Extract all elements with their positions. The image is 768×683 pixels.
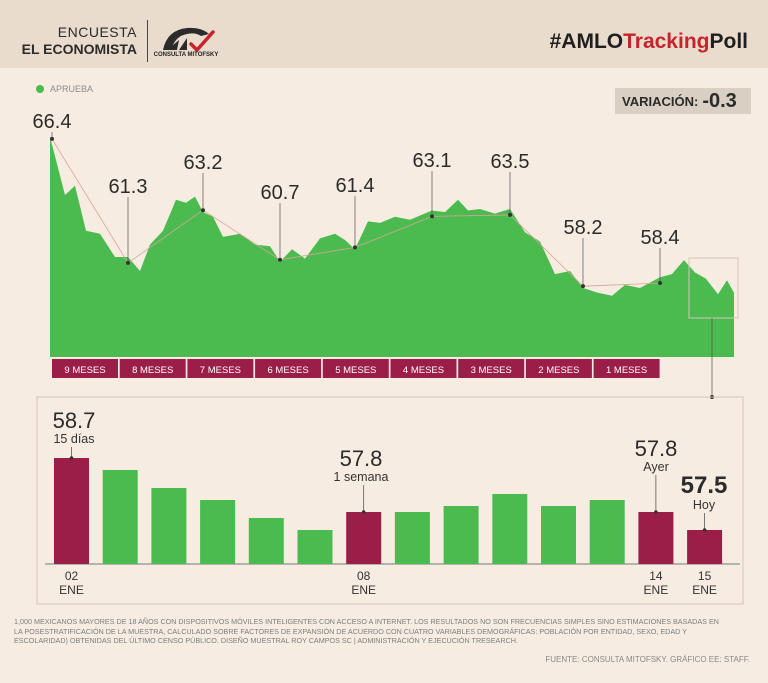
bar-note-label: Hoy: [693, 498, 716, 512]
period-band: [119, 359, 186, 378]
header-divider: [147, 20, 148, 62]
variacion-box: VARIACIÓN: -0.3: [615, 88, 751, 114]
period-label: 7 MESES: [200, 365, 241, 376]
zoom-box: [688, 257, 739, 319]
annotation-label: 63.2: [184, 152, 223, 174]
bar-note-label: 1 semana: [334, 470, 389, 484]
bar: [248, 518, 284, 564]
period-label: 5 MESES: [335, 365, 376, 376]
variacion-value: -0.3: [702, 90, 737, 112]
period-label: 2 MESES: [538, 365, 579, 376]
period-band: [593, 359, 660, 378]
annotation-label: 60.7: [261, 182, 300, 204]
annotation-point: [50, 136, 54, 141]
bar-note-label: Ayer: [643, 460, 668, 474]
bar-value-label: 57.8: [635, 436, 678, 461]
approval-area: [50, 136, 734, 357]
brand-line1: ENCUESTA: [57, 24, 137, 40]
x-tick-day: 02: [64, 569, 79, 583]
bar: [541, 506, 576, 564]
period-label: 9 MESES: [64, 365, 105, 376]
annotation-label: 63.1: [413, 150, 452, 172]
x-tick-month: ENE: [59, 583, 84, 597]
bar-label-point: [654, 510, 658, 514]
x-tick-month: ENE: [351, 583, 377, 597]
bar: [54, 458, 89, 564]
period-label: 3 MESES: [471, 365, 512, 376]
annotation-label: 63.5: [491, 151, 530, 173]
annotation-point: [278, 257, 282, 262]
footnote: 1,000 MEXICANOS MAYORES DE 18 AÑOS CON D…: [14, 617, 719, 645]
bar: [297, 530, 333, 564]
bar: [687, 530, 723, 564]
bar-label-point: [69, 456, 74, 460]
variacion-label: VARIACIÓN:: [622, 94, 699, 109]
annotation-point: [508, 212, 512, 217]
period-band: [52, 359, 118, 378]
x-tick-label: 02 ENE: [47, 569, 97, 597]
annotation-label: 61.4: [336, 175, 375, 197]
bar: [443, 506, 479, 564]
hashtag-suffix: Poll: [709, 30, 748, 53]
x-tick-label: 08 ENE: [339, 569, 389, 597]
bar-label-point: [361, 510, 366, 514]
period-label: 4 MESES: [403, 365, 444, 376]
bar: [638, 512, 674, 564]
bar-note-label: 15 días: [53, 432, 94, 446]
x-tick-label: 15 ENE: [680, 569, 730, 597]
legend-dot-icon: [36, 85, 44, 93]
bar: [346, 512, 382, 564]
bar: [492, 494, 528, 564]
chart-canvas: 66.4 61.3 63.2 60.7 61.4 63.1 63.5 58.2 58.4 9 ME…: [33, 111, 744, 605]
brand-line2: EL ECONOMISTA: [21, 41, 137, 57]
annotation-point: [126, 260, 130, 265]
period-label: 1 MESES: [606, 365, 647, 376]
bar: [151, 488, 187, 564]
period-band: [322, 359, 389, 378]
bar: [102, 470, 138, 564]
annotation-label: 58.2: [564, 217, 603, 239]
x-tick-day: 15: [697, 569, 712, 583]
bar-value-label: 57.8: [340, 446, 383, 471]
period-band: [458, 359, 525, 378]
header-bar: ENCUESTA EL ECONOMISTA CONSULTA MITOFSKY…: [0, 0, 768, 68]
hashtag-highlight: Tracking: [623, 30, 710, 53]
annotation-point: [658, 281, 662, 286]
bar: [200, 500, 236, 564]
period-label: 6 MESES: [268, 365, 309, 376]
source-note: FUENTE: CONSULTA MITOFSKY. GRÁFICO EE: S…: [545, 655, 750, 664]
x-tick-month: ENE: [643, 583, 669, 597]
logo-caption: CONSULTA MITOFSKY: [153, 52, 219, 58]
x-tick-day: 14: [649, 569, 663, 583]
period-label: 8 MESES: [132, 365, 173, 376]
x-tick-label: 14 ENE: [631, 569, 681, 597]
annotation-label: 66.4: [33, 111, 72, 133]
mitofsky-logo-icon: [163, 27, 215, 52]
bar-label-point: [702, 528, 707, 532]
bars-panel-border: [36, 396, 744, 605]
annotation-label: 58.4: [641, 227, 680, 249]
legend: APRUEBA: [36, 84, 93, 94]
annotation-label: 61.3: [109, 176, 148, 198]
hashtag-title: #AMLOTrackingPoll: [550, 30, 748, 54]
bar: [589, 500, 625, 564]
annotation-point: [201, 208, 205, 213]
annotation-point: [353, 245, 357, 250]
period-band: [390, 359, 457, 378]
bar-value-label: 58.7: [53, 408, 96, 433]
hashtag-prefix: #AMLO: [549, 30, 624, 53]
annotation-point: [430, 214, 434, 219]
x-tick-day: 08: [357, 569, 371, 583]
bar: [394, 512, 430, 564]
period-band: [187, 359, 254, 378]
period-band: [525, 359, 592, 378]
annotation-point: [581, 284, 585, 289]
legend-label: APRUEBA: [50, 84, 94, 94]
bar-value-label: 57.5: [681, 472, 728, 499]
x-tick-month: ENE: [692, 583, 717, 597]
period-band: [255, 359, 322, 378]
